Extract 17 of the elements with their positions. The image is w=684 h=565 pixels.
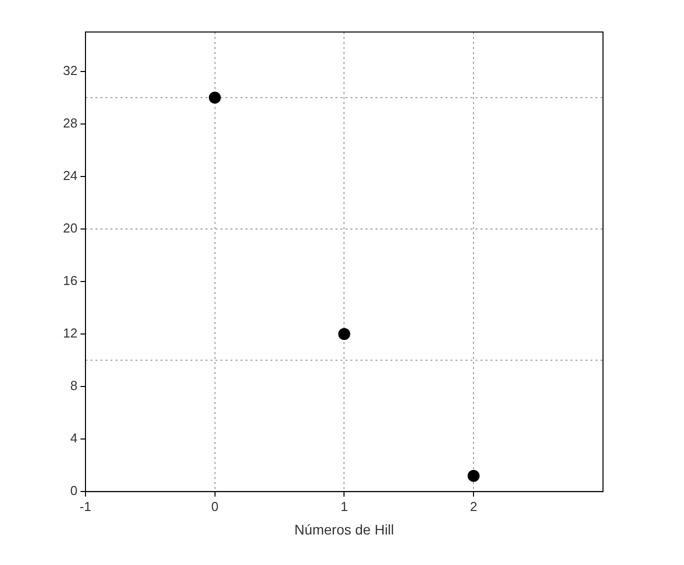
y-tick-label: 32 xyxy=(62,62,78,78)
y-tick-label: 20 xyxy=(62,220,78,236)
x-tick-label: 0 xyxy=(211,498,218,514)
point xyxy=(338,328,350,340)
y-tick-label: 0 xyxy=(70,483,78,498)
x-tick-label: 2 xyxy=(470,498,478,514)
x-tick-label: 1 xyxy=(340,498,348,514)
x-tick-label: -1 xyxy=(80,498,92,514)
y-tick-label: 12 xyxy=(62,326,78,341)
point xyxy=(208,92,221,104)
y-tick-label: 4 xyxy=(70,430,78,446)
y-tick-label: 8 xyxy=(70,378,78,394)
point xyxy=(468,470,480,482)
y-tick-label: 16 xyxy=(62,273,78,288)
x-axis-title: Números de Hill xyxy=(294,521,394,538)
y-tick-label: 24 xyxy=(62,168,78,184)
y-tick-label: 28 xyxy=(62,116,78,130)
